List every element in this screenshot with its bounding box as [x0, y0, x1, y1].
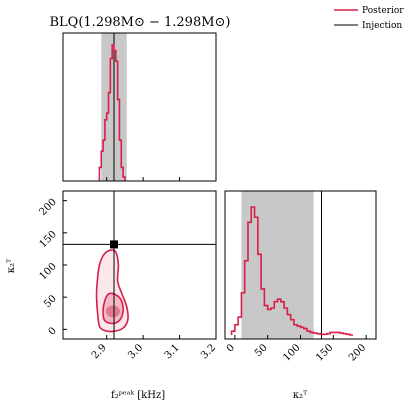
posterior-hist-kappa	[230, 206, 354, 336]
legend-injection-label: Injection	[362, 21, 402, 31]
frame-2d	[62, 190, 217, 340]
chart-title: BLQ(1.298M⊙ − 1.298M⊙)	[50, 15, 231, 30]
x-tick-label-f2peak: 2.9	[90, 342, 109, 361]
x-tick-label-f2peak: 3.0	[126, 342, 145, 361]
legend-posterior-label: Posterior	[362, 6, 404, 16]
panel-kappa-hist: 0 50 100 150 200	[224, 190, 377, 364]
panel-f2peak-hist	[62, 32, 217, 182]
legend: Posterior Injection	[334, 6, 404, 31]
x-tick-label-kappa: 200	[347, 342, 368, 363]
y-tick-label-kappa: 150	[38, 229, 59, 250]
y-tick-label-kappa: 100	[38, 261, 59, 282]
credible-band-kappa-rect	[241, 191, 314, 339]
y-tick-label-kappa: 200	[38, 197, 59, 218]
x-tick-label-kappa: 150	[314, 342, 335, 363]
x-tick-label-kappa: 0	[225, 342, 237, 354]
x-tick-label-kappa: 100	[281, 342, 302, 363]
posterior-hist-f2peak	[98, 44, 126, 181]
x-tick-label-f2peak: 3.1	[163, 342, 182, 361]
panel-2d: 2.9 3.0 3.1 3.2 0 50 100 150 200	[38, 190, 218, 361]
x-axis-label-kappa: κ₂ᵀ	[293, 390, 308, 401]
y-axis-label-kappa: κ₂ᵀ	[6, 258, 17, 273]
injection-marker	[110, 240, 118, 249]
x-tick-label-f2peak: 3.2	[199, 342, 218, 361]
density-fill	[96, 249, 129, 332]
frame-f2peak-hist	[62, 32, 217, 182]
x-tick-label-kappa: 50	[253, 342, 270, 359]
contour-outer	[95, 249, 129, 333]
x-axis-label-f2peak: f₂ᵖᵉᵃᵏ [kHz]	[111, 390, 165, 401]
credible-band-kappa	[241, 191, 314, 339]
y-tick-label-kappa: 0	[47, 325, 59, 337]
y-tick-label-kappa: 50	[42, 293, 59, 310]
density-peak	[105, 305, 120, 318]
